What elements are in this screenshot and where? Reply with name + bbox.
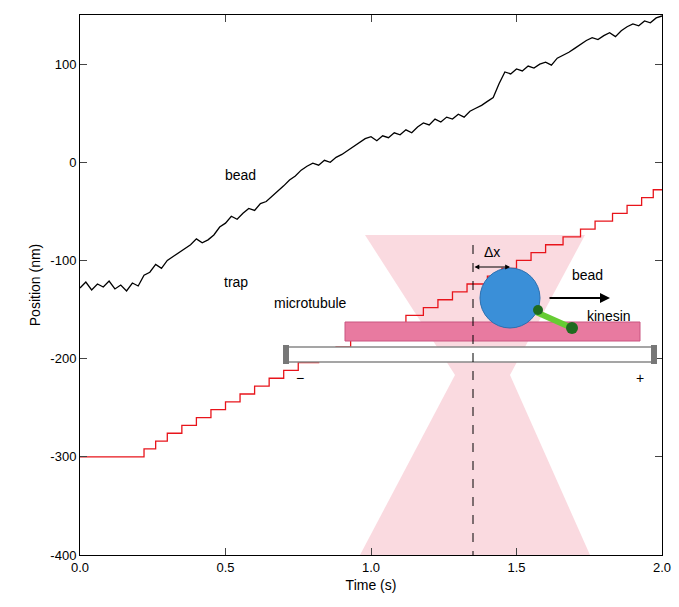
svg-text:Position (nm): Position (nm) (27, 244, 43, 326)
svg-text:100: 100 (55, 57, 77, 72)
svg-text:-300: -300 (50, 449, 76, 464)
svg-text:-400: -400 (50, 548, 76, 563)
svg-text:trap: trap (224, 274, 248, 290)
svg-text:Δx: Δx (484, 244, 500, 260)
svg-text:microtubule: microtubule (274, 295, 347, 311)
svg-text:1.5: 1.5 (507, 560, 525, 575)
svg-text:0.5: 0.5 (216, 560, 234, 575)
svg-text:bead: bead (572, 267, 603, 283)
svg-text:−: − (296, 370, 304, 386)
svg-text:0: 0 (69, 155, 76, 170)
svg-text:0.0: 0.0 (71, 560, 89, 575)
svg-text:-100: -100 (50, 253, 76, 268)
svg-text:+: + (636, 370, 644, 386)
svg-text:1.0: 1.0 (362, 560, 380, 575)
svg-text:Time (s): Time (s) (346, 577, 397, 593)
svg-text:bead: bead (225, 167, 256, 183)
svg-text:-200: -200 (50, 351, 76, 366)
svg-text:kinesin: kinesin (587, 308, 631, 324)
svg-text:2.0: 2.0 (653, 560, 671, 575)
